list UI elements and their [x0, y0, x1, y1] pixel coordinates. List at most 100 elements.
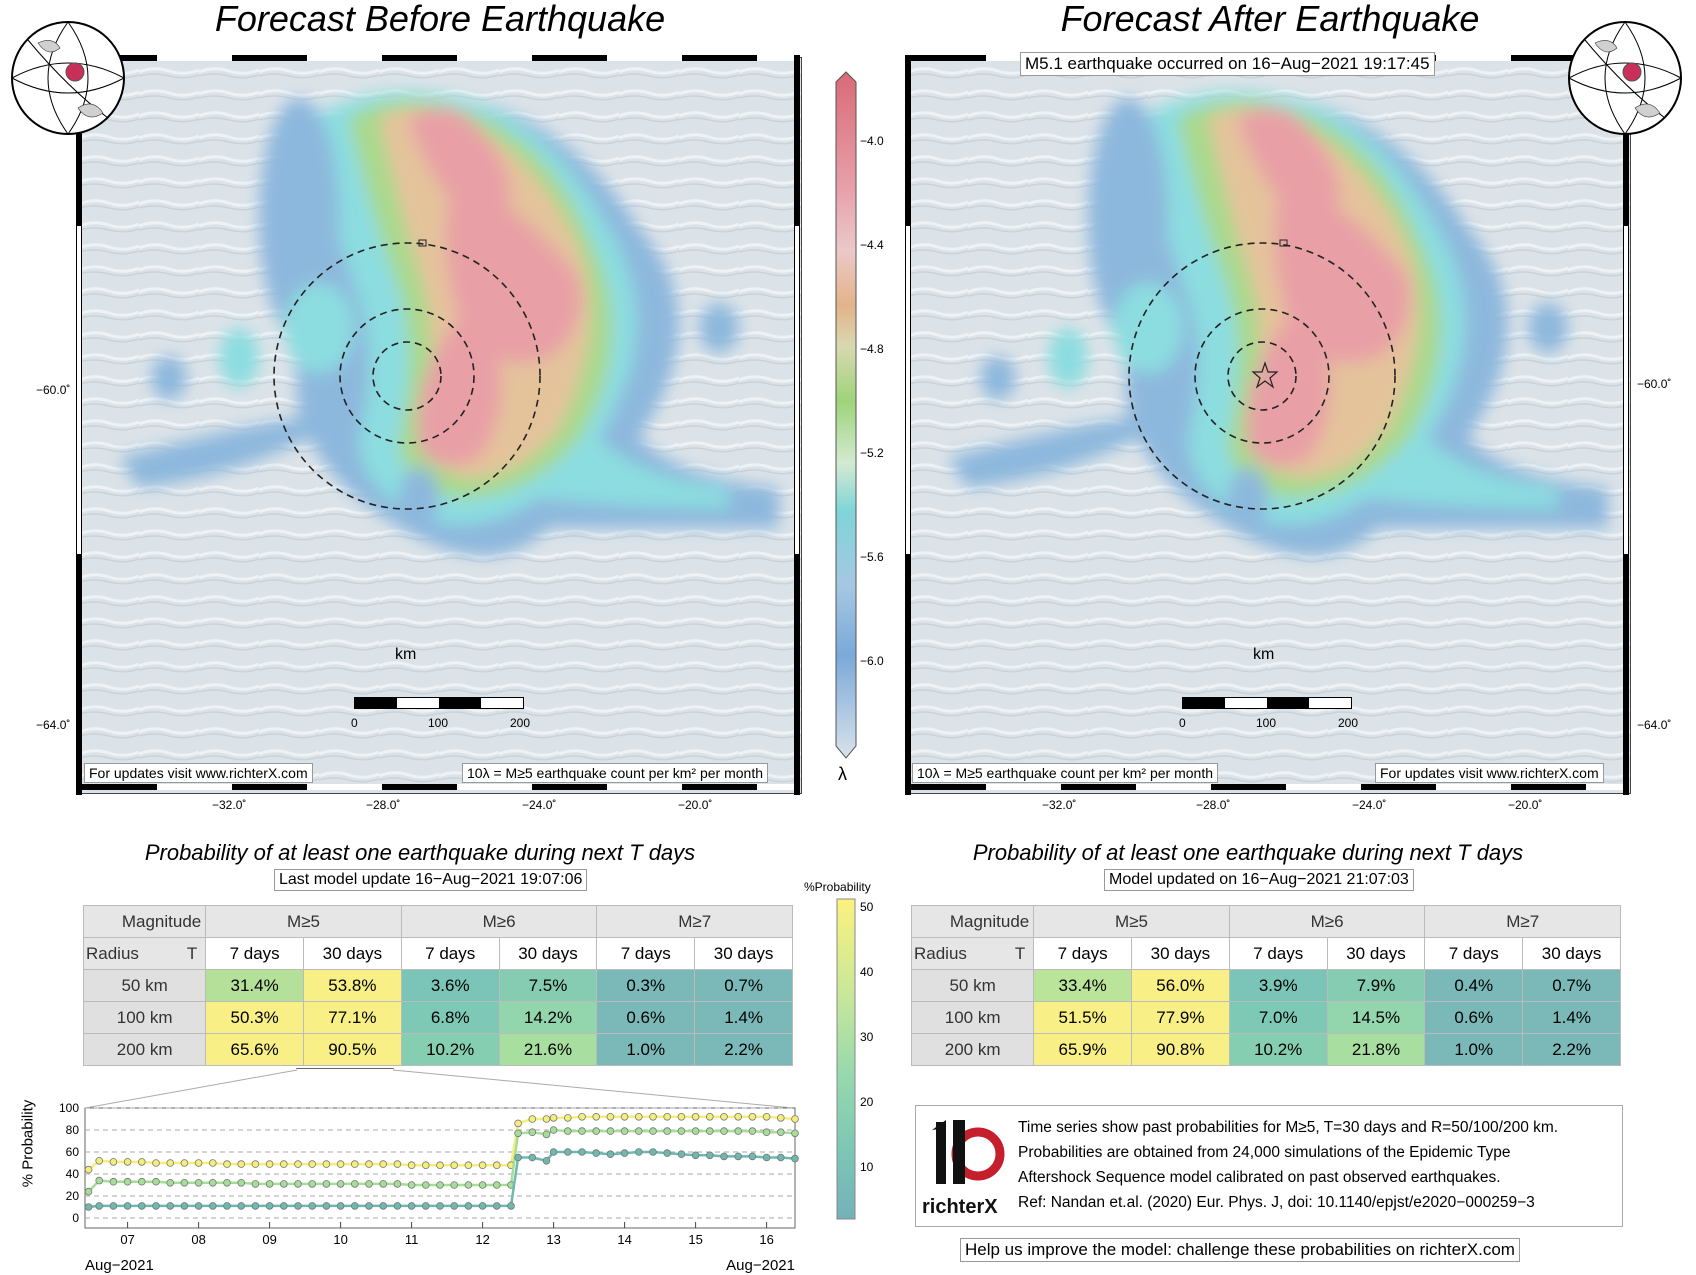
ts-point: [507, 1202, 515, 1210]
lambda-tick: −5.2: [860, 446, 884, 460]
ts-point: [436, 1181, 444, 1189]
probability-cell: 1.4%: [694, 1001, 793, 1034]
ts-point: [379, 1180, 388, 1188]
ts-point: [720, 1127, 728, 1135]
mag-5-header: M≥5: [1033, 905, 1230, 938]
ts-point: [180, 1159, 189, 1167]
ts-point: [542, 1115, 551, 1123]
ts-point: [528, 1128, 537, 1137]
ts-point: [223, 1160, 231, 1168]
ts-point: [421, 1202, 430, 1210]
ts-point: [634, 1148, 643, 1156]
probability-cell: 14.5%: [1326, 1001, 1426, 1034]
ts-point: [223, 1179, 231, 1187]
ts-point: [578, 1112, 586, 1121]
ts-point: [649, 1127, 657, 1135]
ts-point: [464, 1181, 473, 1189]
ts-xtick-label: 09: [262, 1232, 276, 1247]
ts-point: [379, 1202, 388, 1210]
right-lon-tick-20: −20.0˚: [1508, 798, 1543, 812]
ts-x-start-label: Aug−2021: [85, 1257, 154, 1274]
ts-point: [95, 1156, 103, 1165]
radius-label: 200 km: [82, 1033, 207, 1066]
mag-7-header: M≥7: [596, 905, 793, 938]
ts-point: [620, 1112, 629, 1121]
radius-200km-circle: [273, 242, 541, 510]
ts-point: [152, 1159, 160, 1167]
ts-point: [393, 1160, 402, 1168]
ts-point: [748, 1127, 757, 1135]
ts-point: [563, 1148, 572, 1156]
left-table-title: Probability of at least one earthquake d…: [144, 840, 696, 865]
period-header: 7 days: [596, 937, 696, 970]
period-header: 30 days: [1326, 937, 1426, 970]
ts-point: [123, 1158, 132, 1166]
ts-point: [748, 1112, 757, 1121]
ts-point: [294, 1160, 302, 1168]
left-scale-unit: km: [395, 646, 417, 663]
ts-point: [365, 1180, 373, 1188]
ts-point: [677, 1150, 686, 1158]
ts-point: [606, 1150, 615, 1158]
ts-x-end-label: Aug−2021: [726, 1257, 795, 1274]
probability-cell: 3.6%: [400, 969, 500, 1002]
ts-xtick-label: 13: [546, 1232, 560, 1247]
probability-cell: 53.8%: [303, 969, 402, 1002]
ts-point: [280, 1202, 288, 1210]
probability-cell: 33.4%: [1033, 969, 1133, 1002]
radius-label: 50 km: [82, 969, 207, 1002]
ts-xtick-label: 12: [475, 1232, 489, 1247]
right-scale-unit: km: [1253, 646, 1275, 663]
ts-point: [663, 1149, 671, 1157]
ts-point: [492, 1161, 501, 1169]
right-probability-table: Magnitude M≥5 M≥6 M≥7 Radius T 7 days 30 …: [910, 905, 1621, 1066]
probability-cell: 77.9%: [1131, 1001, 1230, 1034]
ts-point: [280, 1180, 288, 1188]
left-lon-tick-20: −20.0˚: [678, 798, 713, 812]
magnitude-header: Magnitude: [82, 905, 207, 938]
probability-cell: 0.7%: [694, 969, 793, 1002]
ts-point: [294, 1180, 302, 1188]
ts-point: [592, 1149, 600, 1157]
probability-cell: 6.8%: [400, 1001, 500, 1034]
right-forecast-map[interactable]: [907, 57, 1631, 794]
ts-point: [776, 1153, 785, 1162]
richterx-logo-icon: [932, 1120, 1005, 1184]
left-footer-link[interactable]: For updates visit www.richterX.com: [84, 763, 313, 783]
left-forecast-map[interactable]: [78, 57, 802, 794]
ts-point: [265, 1180, 274, 1188]
ts-xtick-label: 14: [617, 1232, 631, 1247]
right-footer-link[interactable]: For updates visit www.richterX.com: [1375, 763, 1604, 783]
ts-point: [592, 1127, 600, 1135]
ts-point: [691, 1127, 700, 1135]
left-probability-table: Magnitude M≥5 M≥6 M≥7 Radius T 7 days 30 …: [82, 905, 793, 1066]
ts-xtick-label: 16: [759, 1232, 773, 1247]
left-scale-tick-200: 200: [510, 716, 531, 730]
ts-point: [720, 1112, 728, 1121]
ts-point: [634, 1127, 643, 1135]
ts-point: [563, 1114, 572, 1122]
ts-point: [464, 1202, 473, 1210]
ts-point: [194, 1202, 203, 1210]
probability-cell: 21.8%: [1326, 1033, 1426, 1066]
radius-50km-circle: [1227, 341, 1297, 411]
ts-point: [322, 1202, 331, 1210]
ts-point: [393, 1202, 402, 1210]
probability-cell: 1.4%: [1522, 1001, 1621, 1034]
help-link[interactable]: Help us improve the model: challenge the…: [960, 1238, 1520, 1262]
probability-cell: 2.2%: [694, 1033, 793, 1066]
ts-point: [180, 1202, 189, 1210]
right-footer-units: 10λ = M≥5 earthquake count per km² per m…: [912, 763, 1219, 783]
ts-point: [138, 1158, 146, 1166]
right-lon-tick-24: −24.0˚: [1352, 798, 1387, 812]
ts-point: [734, 1127, 742, 1135]
mag-6-header: M≥6: [1228, 905, 1426, 938]
ts-point: [592, 1112, 600, 1121]
probability-cell: 65.9%: [1033, 1033, 1133, 1066]
probability-cell: 90.5%: [303, 1033, 402, 1066]
left-heatmap: [79, 58, 801, 793]
left-title: Forecast Before Earthquake: [214, 0, 666, 39]
right-heatmap: [908, 58, 1630, 793]
ts-point: [649, 1112, 657, 1121]
period-header: 7 days: [400, 937, 500, 970]
